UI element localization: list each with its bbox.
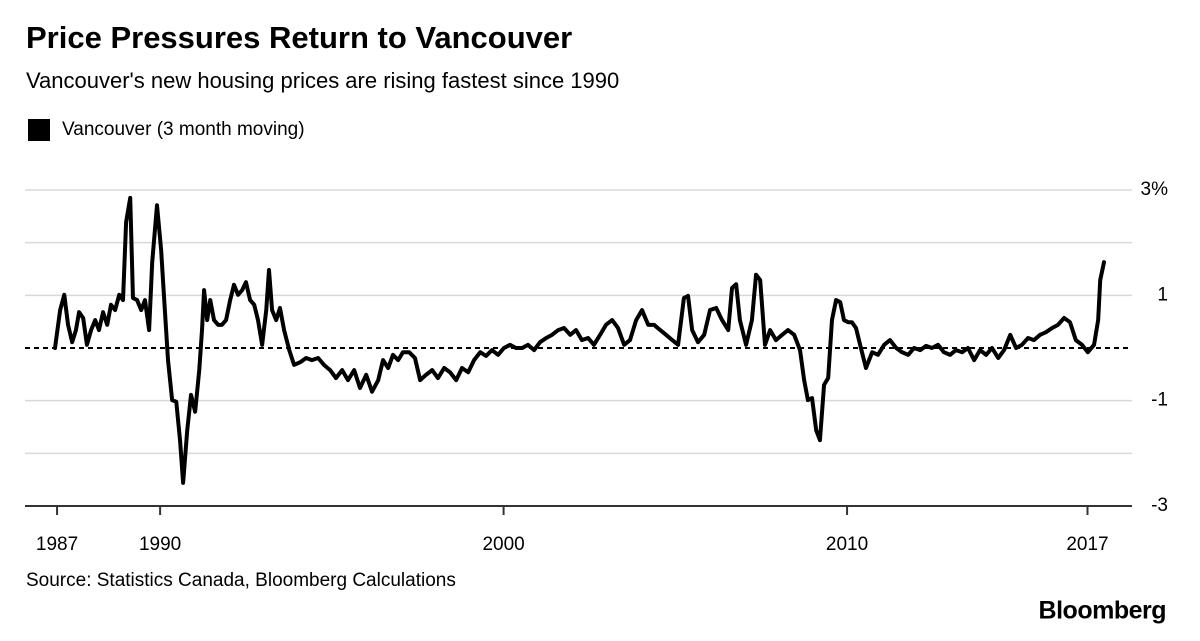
chart-subtitle: Vancouver's new housing prices are risin… <box>26 68 619 93</box>
brand-logo: Bloomberg <box>1039 597 1166 625</box>
x-tick-label: 2000 <box>482 534 524 555</box>
x-tick-label: 2010 <box>826 534 868 555</box>
data-line <box>53 195 1106 485</box>
y-tick-label: -3 <box>1151 495 1168 516</box>
x-tick-label: 2017 <box>1066 534 1108 555</box>
x-tick-label: 1987 <box>36 534 78 555</box>
source-note: Source: Statistics Canada, Bloomberg Cal… <box>26 570 456 591</box>
x-tick-label: 1990 <box>139 534 181 555</box>
legend-label: Vancouver (3 month moving) <box>62 119 305 140</box>
chart-title: Price Pressures Return to Vancouver <box>26 20 572 55</box>
y-tick-label: 3% <box>1141 179 1169 200</box>
y-tick-label: 1 <box>1157 284 1168 305</box>
y-tick-label: -1 <box>1151 390 1168 411</box>
legend-swatch <box>28 119 50 141</box>
